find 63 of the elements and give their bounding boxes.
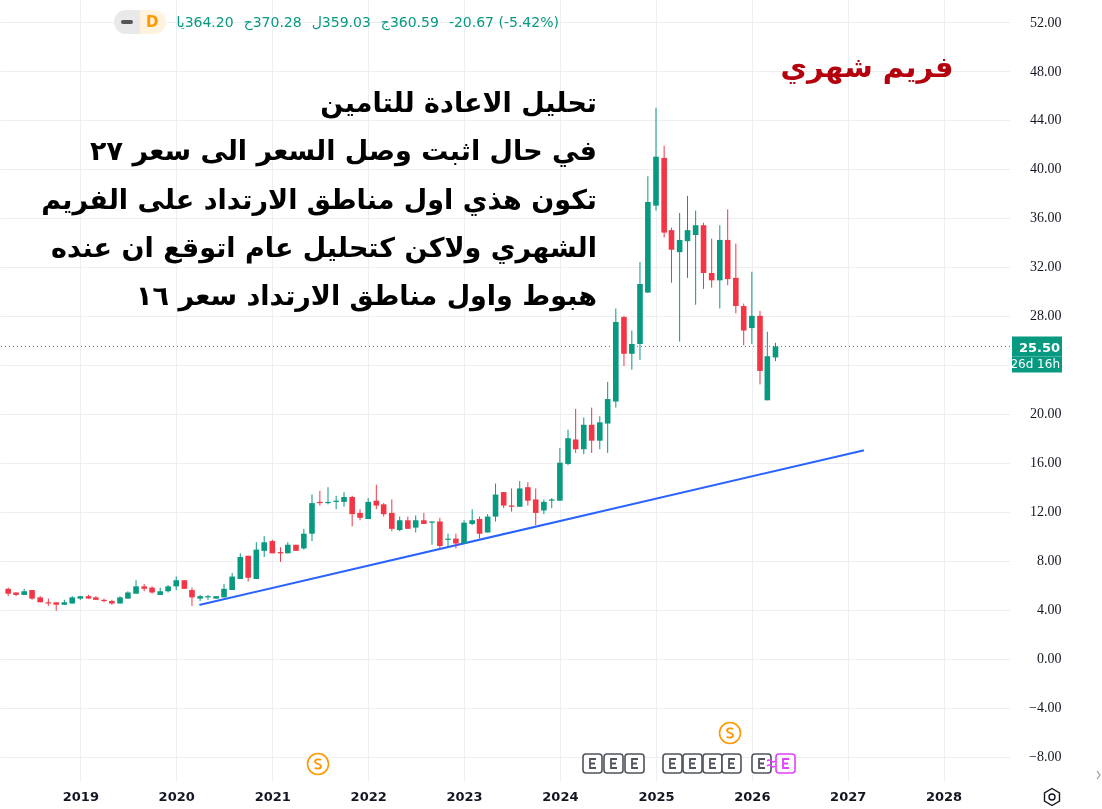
candlestick bbox=[261, 535, 267, 558]
y-tick-label: 52.00 bbox=[1030, 14, 1062, 30]
annotation: 360.59ج bbox=[380, 14, 439, 30]
text: فريم شهري bbox=[780, 50, 954, 84]
y-tick-label: 28.00 bbox=[1030, 308, 1062, 324]
candlestick bbox=[197, 594, 203, 602]
candlestick bbox=[133, 579, 139, 595]
y-tick-label: 16.00 bbox=[1030, 455, 1062, 471]
y-tick-label: 0.00 bbox=[1037, 651, 1062, 667]
candlestick bbox=[541, 498, 547, 515]
x-tick-label: 2028 bbox=[925, 788, 963, 804]
candlestick bbox=[588, 407, 595, 454]
y-tick-label: 32.00 bbox=[1030, 259, 1062, 275]
candlestick bbox=[453, 533, 459, 549]
candlestick bbox=[389, 498, 395, 532]
y-tick-label: 44.00 bbox=[1030, 112, 1062, 128]
y-tick-label: −4.00 bbox=[1029, 700, 1062, 716]
candlestick bbox=[749, 271, 755, 345]
y-tick-label: 8.00 bbox=[1037, 553, 1062, 569]
candlestick bbox=[421, 512, 427, 525]
y-tick-label: 48.00 bbox=[1030, 63, 1062, 79]
annotation: 370.28ح bbox=[243, 14, 302, 30]
text: تحليل الاعادة للتامين في حال اثبت وصل السعر الى سعر ٢٧ تكون هذي اول مناطق الارتداد على الفريم الشهري ولاكن كتحليل عام اتوقع ان عنده هبوط واول مناطق الارتداد سعر ١٦ bbox=[41, 87, 597, 313]
candlestick bbox=[429, 520, 435, 546]
x-tick-label: 2021 bbox=[254, 788, 291, 804]
x-tick-label: 2019 bbox=[62, 788, 99, 804]
candlestick bbox=[357, 508, 363, 521]
x-tick-label: 2027 bbox=[830, 788, 867, 804]
candlestick bbox=[525, 481, 531, 507]
y-tick-label: 12.00 bbox=[1030, 504, 1062, 520]
y-tick-label: −8.00 bbox=[1029, 749, 1062, 765]
annotation: -20.67 (-5.42%) bbox=[448, 14, 559, 30]
candlestick bbox=[572, 408, 579, 454]
y-tick-label: 40.00 bbox=[1030, 161, 1062, 177]
candlestick bbox=[349, 495, 355, 527]
candlestick bbox=[237, 552, 244, 580]
candlestick bbox=[532, 487, 539, 526]
ref-line-label: 25.50 bbox=[1018, 340, 1060, 356]
candlestick bbox=[341, 491, 347, 508]
x-tick-label: 2024 bbox=[542, 788, 579, 804]
annotation: D bbox=[140, 10, 167, 34]
annotation: 364.20يا bbox=[176, 14, 234, 30]
candlestick bbox=[476, 516, 483, 540]
candlestick bbox=[373, 484, 380, 510]
candlestick bbox=[461, 519, 467, 545]
x-tick-label: 2020 bbox=[158, 788, 195, 804]
text: 26d 16h bbox=[1010, 357, 1060, 372]
y-tick-label: 20.00 bbox=[1030, 406, 1062, 422]
candlestick bbox=[245, 555, 251, 582]
candlestick bbox=[484, 513, 491, 533]
candlestick bbox=[301, 528, 307, 551]
x-tick-label: 2023 bbox=[446, 788, 483, 804]
x-tick-label: 2025 bbox=[638, 788, 675, 804]
candlestick bbox=[516, 480, 523, 508]
y-tick-label: 4.00 bbox=[1037, 602, 1062, 618]
y-tick-label: 36.00 bbox=[1030, 210, 1062, 226]
candlestick bbox=[692, 210, 699, 306]
candlestick bbox=[189, 587, 195, 607]
x-tick-label: 2022 bbox=[350, 788, 387, 804]
x-tick-label: 2026 bbox=[734, 788, 771, 804]
candlestick bbox=[668, 227, 675, 284]
candlestick bbox=[597, 415, 603, 450]
annotation: 359.03ل bbox=[311, 14, 371, 30]
